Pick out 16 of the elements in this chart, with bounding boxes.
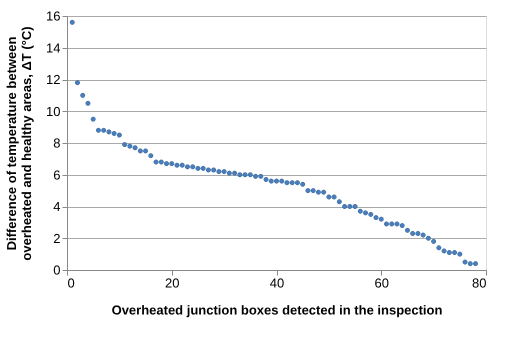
y-tick-label: 12 bbox=[46, 72, 60, 87]
y-tick-label: 0 bbox=[53, 262, 60, 278]
y-axis-title: Difference of temperature between overheated and healthy areas, ΔT (°C) bbox=[4, 26, 34, 261]
y-tick-label: 14 bbox=[46, 40, 60, 56]
y-tick-label: 6 bbox=[53, 167, 60, 182]
x-axis-title: Overheated junction boxes detected in the inspection bbox=[112, 302, 442, 318]
y-tick-label: 16 bbox=[46, 8, 60, 24]
y-tick-label: 8 bbox=[53, 136, 60, 150]
x-tick-label: 20 bbox=[165, 276, 180, 290]
x-tick-label: 60 bbox=[374, 276, 389, 290]
y-tick-label: 10 bbox=[46, 104, 60, 119]
x-tick-label: 80 bbox=[472, 276, 486, 290]
x-tick-label: 40 bbox=[270, 276, 284, 290]
y-tick-label: 2 bbox=[53, 230, 60, 246]
x-tick-label: 0 bbox=[68, 276, 75, 290]
y-tick-label: 4 bbox=[53, 199, 60, 214]
